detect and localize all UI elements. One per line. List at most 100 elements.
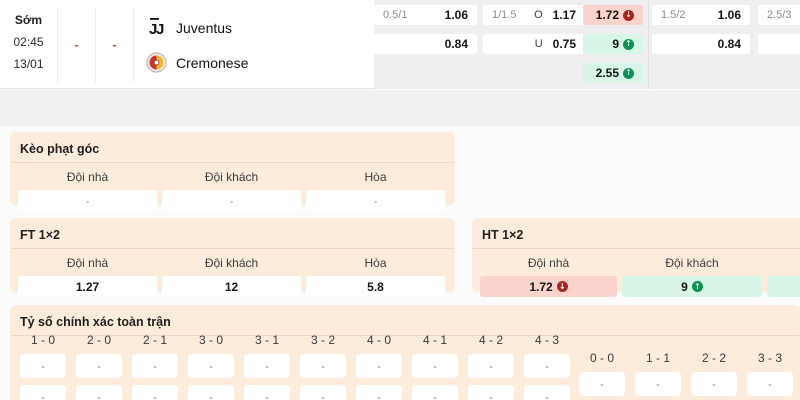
score-odds-box[interactable]: -	[76, 385, 122, 400]
away-score-cell: -	[96, 0, 133, 89]
ht-home-odds[interactable]: 1.72 ↓	[480, 276, 617, 297]
score-odds-box[interactable]: -	[300, 385, 346, 400]
home-score-cell: -	[58, 0, 95, 89]
score-header: 2 - 1	[142, 333, 167, 347]
1x2-away-cell[interactable]: 9 ↑	[583, 34, 643, 54]
score-odds-box[interactable]: -	[356, 354, 402, 378]
ft-handicap-home-cell[interactable]: 0.5/1 1.06	[374, 5, 477, 25]
handicap2-home-odds: 1.06	[717, 8, 741, 22]
ft-home-odds[interactable]: 1.27	[18, 276, 157, 297]
ht-draw-odds[interactable]	[767, 276, 800, 297]
away-team-name: Cremonese	[176, 54, 249, 71]
score-odds-box[interactable]: -	[412, 354, 458, 378]
odds-down-icon: ↓	[623, 9, 634, 21]
draw-score-column: 2 - 2 -	[691, 351, 737, 396]
score-header: 3 - 1	[254, 333, 279, 347]
ft-under-cell[interactable]: U 0.75	[483, 34, 585, 54]
1x2-home-cell[interactable]: 1.72 ↓	[583, 5, 643, 25]
draw-score-column: 3 - 3 -	[747, 351, 793, 396]
ou2-under-cell[interactable]	[758, 34, 800, 54]
ht-panel-title: HT 1×2	[473, 218, 800, 249]
score-odds-box[interactable]: -	[20, 385, 66, 400]
svg-text:J: J	[149, 21, 157, 38]
divider	[95, 7, 96, 82]
score-column: 3 - 1 - -	[244, 333, 290, 400]
score-odds-box[interactable]: -	[356, 385, 402, 400]
score-odds-box[interactable]: -	[468, 385, 514, 400]
score-odds-box[interactable]: -	[747, 372, 793, 396]
odds-grid: 0.5/1 1.06 0.84 1/1.5 O 1.17 U 0.75 1.7	[374, 0, 800, 89]
corner-draw-odds[interactable]: -	[306, 190, 445, 211]
1x2-draw-cell[interactable]: 2.55 ↑	[583, 63, 643, 83]
score-odds-box[interactable]: -	[76, 354, 122, 378]
score-header: 3 - 2	[310, 333, 335, 347]
score-column: 4 - 2 - -	[468, 333, 514, 400]
score-odds-box[interactable]: -	[20, 354, 66, 378]
score-panel-title: Tỷ số chính xác toàn trận	[11, 305, 799, 336]
odds-up-icon: ↑	[691, 281, 703, 292]
ft-over-cell[interactable]: 1/1.5 O 1.17	[483, 5, 585, 25]
1x2-away-odds: 9	[612, 37, 619, 51]
ht-away-odds-value: 9	[681, 279, 688, 294]
score-odds-box[interactable]: -	[524, 354, 570, 378]
corner-values: - - -	[10, 184, 455, 211]
score-odds-box[interactable]: -	[579, 372, 625, 396]
away-column-header: Đội khách	[665, 256, 719, 270]
handicap-away-odds: 0.84	[444, 37, 468, 51]
score-odds-box[interactable]: -	[188, 385, 234, 400]
home-column-header: Đội nhà	[66, 256, 109, 270]
score-column: 4 - 3 - -	[524, 333, 570, 400]
score-odds-box[interactable]: -	[468, 354, 514, 378]
score-column: 2 - 1 - -	[132, 333, 178, 400]
ht-away-odds[interactable]: 9 ↑	[622, 276, 762, 297]
score-header: 4 - 3	[534, 333, 559, 347]
ou2-over-cell[interactable]: 2.5/3	[758, 5, 800, 25]
score-column: 3 - 0 - -	[188, 333, 234, 400]
ht-values: 1.72 ↓ 9 ↑	[472, 270, 800, 297]
correct-score-panel: Tỷ số chính xác toàn trận 1 - 0 - - 2 - …	[10, 305, 800, 400]
ft-values: 1.27 12 5.8	[10, 270, 455, 297]
divider	[648, 0, 649, 89]
handicap2-line: 1.5/2	[661, 9, 686, 21]
score-header: 4 - 0	[366, 333, 391, 347]
handicap2-away-cell[interactable]: 0.84	[652, 34, 750, 54]
away-column-header: Đội khách	[204, 256, 259, 270]
score-odds-box[interactable]: -	[132, 354, 178, 378]
draw-column-header: Hòa	[364, 256, 387, 270]
ft-draw-odds[interactable]: 5.8	[306, 276, 445, 297]
ht-home-odds-value: 1.72	[529, 279, 553, 294]
away-team-row[interactable]: Cremonese	[146, 52, 366, 73]
ht-1x2-panel: HT 1×2 Đội nhà Đội khách 1.72 ↓ 9 ↑	[472, 218, 800, 297]
handicap-home-odds: 1.06	[444, 8, 468, 22]
ft-away-odds[interactable]: 12	[162, 276, 301, 297]
over-odds: 1.17	[552, 8, 576, 22]
home-column-header: Đội nhà	[527, 256, 570, 270]
match-row: Sớm 02:45 13/01 - - J J Juventus	[0, 0, 800, 89]
corner-odds-panel: Kèo phạt góc Đội nhà Đội khách Hòa - - -	[10, 132, 455, 211]
score-odds-box[interactable]: -	[524, 385, 570, 400]
ft-handicap-away-cell[interactable]: 0.84	[374, 34, 477, 54]
score-odds-box[interactable]: -	[188, 354, 234, 378]
score-odds-box[interactable]: -	[412, 385, 458, 400]
handicap2-home-cell[interactable]: 1.5/2 1.06	[652, 5, 750, 25]
score-odds-box[interactable]: -	[300, 354, 346, 378]
under-odds: 0.75	[552, 37, 576, 51]
draw-column-header: Hòa	[364, 170, 387, 184]
score-odds-box[interactable]: -	[691, 372, 737, 396]
juventus-crest-icon: J J	[149, 18, 164, 38]
score-odds-box[interactable]: -	[132, 385, 178, 400]
divider	[133, 7, 134, 82]
home-team-row[interactable]: J J Juventus	[146, 17, 366, 38]
score-odds-box[interactable]: -	[244, 354, 290, 378]
score-odds-box[interactable]: -	[244, 385, 290, 400]
score-column: 4 - 1 - -	[412, 333, 458, 400]
ht-headers: Đội nhà Đội khách	[472, 249, 800, 270]
away-column-header: Đội khách	[204, 170, 259, 184]
score-column: 1 - 0 - -	[20, 333, 66, 400]
corner-away-odds[interactable]: -	[162, 190, 301, 211]
score-odds-box[interactable]: -	[635, 372, 681, 396]
score-header: 4 - 1	[422, 333, 447, 347]
corner-home-odds[interactable]: -	[18, 190, 157, 211]
score-header: 2 - 2	[701, 351, 726, 365]
